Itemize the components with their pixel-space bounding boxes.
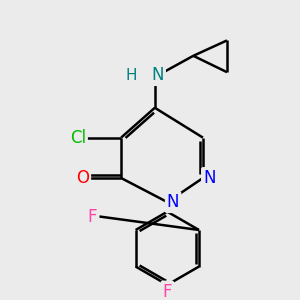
Text: Cl: Cl [70, 129, 86, 147]
Text: N: N [167, 193, 179, 211]
Text: N: N [203, 169, 215, 187]
Text: O: O [76, 169, 89, 187]
Text: H: H [125, 68, 136, 82]
Text: F: F [88, 208, 97, 226]
Text: F: F [163, 283, 172, 300]
Text: N: N [152, 66, 164, 84]
